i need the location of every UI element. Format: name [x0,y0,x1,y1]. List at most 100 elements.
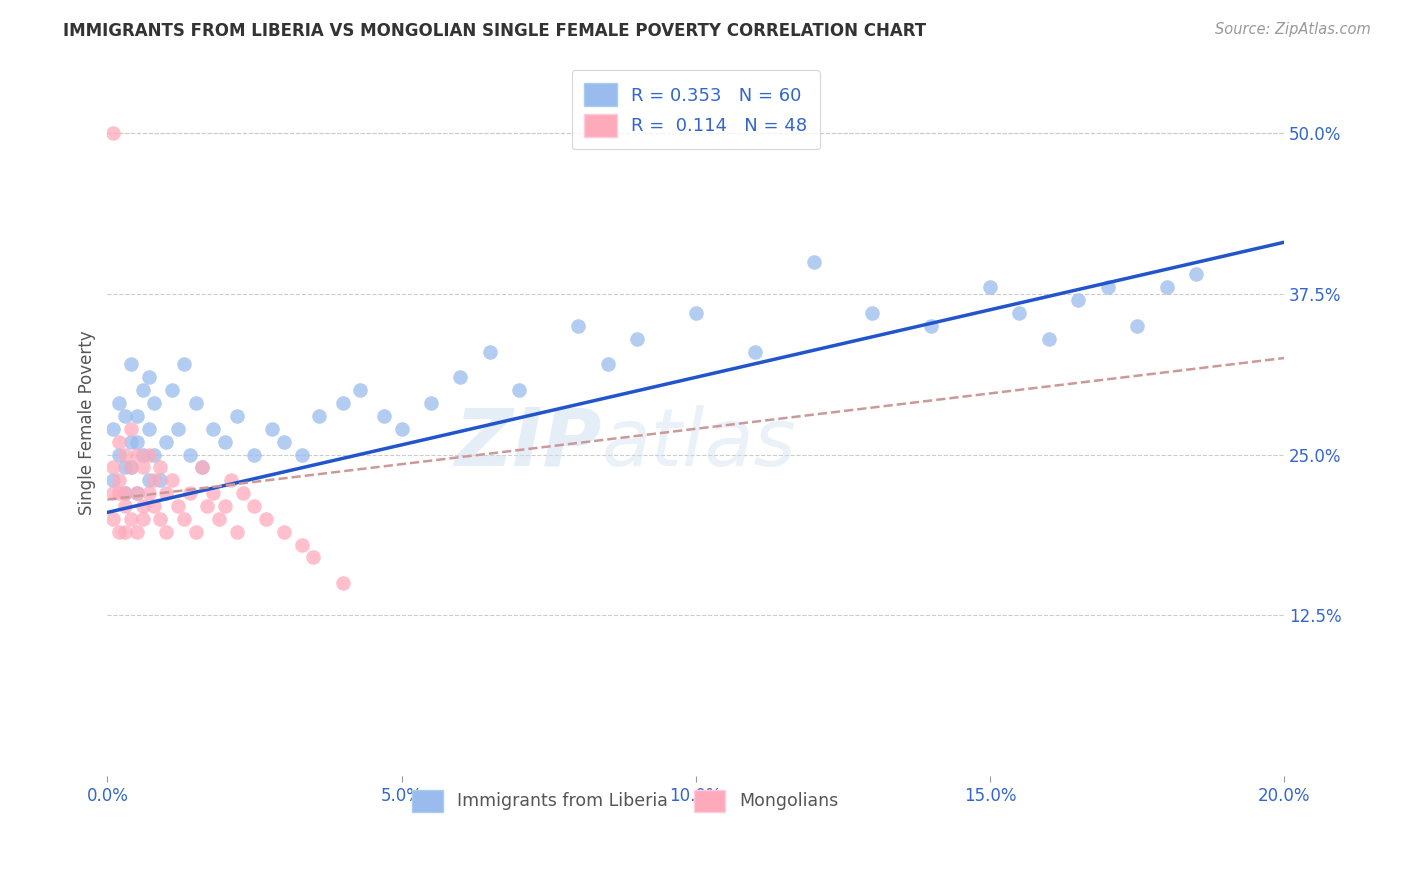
Point [596,358,619,372]
Point [114,409,136,423]
Point [108,448,131,462]
Point [803,254,825,268]
Point [273,434,295,449]
Point [202,422,225,436]
Point [138,370,160,384]
Point [332,576,354,591]
Point [108,434,131,449]
Point [332,396,354,410]
Point [197,499,219,513]
Point [179,448,201,462]
Point [273,524,295,539]
Point [214,434,236,449]
Point [373,409,395,423]
Point [103,422,125,436]
Text: Source: ZipAtlas.com: Source: ZipAtlas.com [1215,22,1371,37]
Point [920,318,942,333]
Point [1156,280,1178,294]
Point [120,434,142,449]
Point [173,358,195,372]
Point [243,448,266,462]
Point [1008,306,1031,320]
Point [114,486,136,500]
Point [108,486,131,500]
Point [125,448,148,462]
Point [160,383,183,397]
Point [219,473,242,487]
Point [449,370,471,384]
Point [308,409,330,423]
Point [149,460,172,475]
Point [120,358,142,372]
Point [120,512,142,526]
Point [167,499,190,513]
Point [108,524,131,539]
Point [103,473,125,487]
Point [190,460,212,475]
Text: ZIP: ZIP [454,405,602,483]
Point [143,448,166,462]
Point [143,499,166,513]
Point [125,409,148,423]
Point [131,512,153,526]
Point [567,318,589,333]
Point [155,486,177,500]
Point [420,396,443,410]
Point [125,434,148,449]
Point [108,396,131,410]
Text: atlas: atlas [602,405,796,483]
Point [243,499,266,513]
Point [125,524,148,539]
Point [508,383,530,397]
Point [125,486,148,500]
Point [103,126,125,140]
Point [208,512,231,526]
Point [138,448,160,462]
Point [173,512,195,526]
Point [225,409,247,423]
Point [138,473,160,487]
Point [131,460,153,475]
Point [143,396,166,410]
Point [626,332,648,346]
Point [184,396,207,410]
Point [232,486,254,500]
Point [979,280,1001,294]
Point [114,460,136,475]
Point [114,499,136,513]
Point [120,460,142,475]
Legend: Immigrants from Liberia, Mongolians: Immigrants from Liberia, Mongolians [404,780,848,821]
Point [143,473,166,487]
Point [202,486,225,500]
Point [149,512,172,526]
Point [138,422,160,436]
Point [478,344,501,359]
Point [184,524,207,539]
Text: IMMIGRANTS FROM LIBERIA VS MONGOLIAN SINGLE FEMALE POVERTY CORRELATION CHART: IMMIGRANTS FROM LIBERIA VS MONGOLIAN SIN… [63,22,927,40]
Y-axis label: Single Female Poverty: Single Female Poverty [79,330,96,515]
Point [214,499,236,513]
Point [262,422,284,436]
Point [131,383,153,397]
Point [685,306,707,320]
Point [1038,332,1060,346]
Point [160,473,183,487]
Point [155,524,177,539]
Point [1067,293,1090,307]
Point [1185,268,1208,282]
Point [155,434,177,449]
Point [120,422,142,436]
Point [108,473,131,487]
Point [302,550,325,565]
Point [290,448,312,462]
Point [103,486,125,500]
Point [167,422,190,436]
Point [125,486,148,500]
Point [114,486,136,500]
Point [179,486,201,500]
Point [860,306,883,320]
Point [190,460,212,475]
Point [131,499,153,513]
Point [149,473,172,487]
Point [1097,280,1119,294]
